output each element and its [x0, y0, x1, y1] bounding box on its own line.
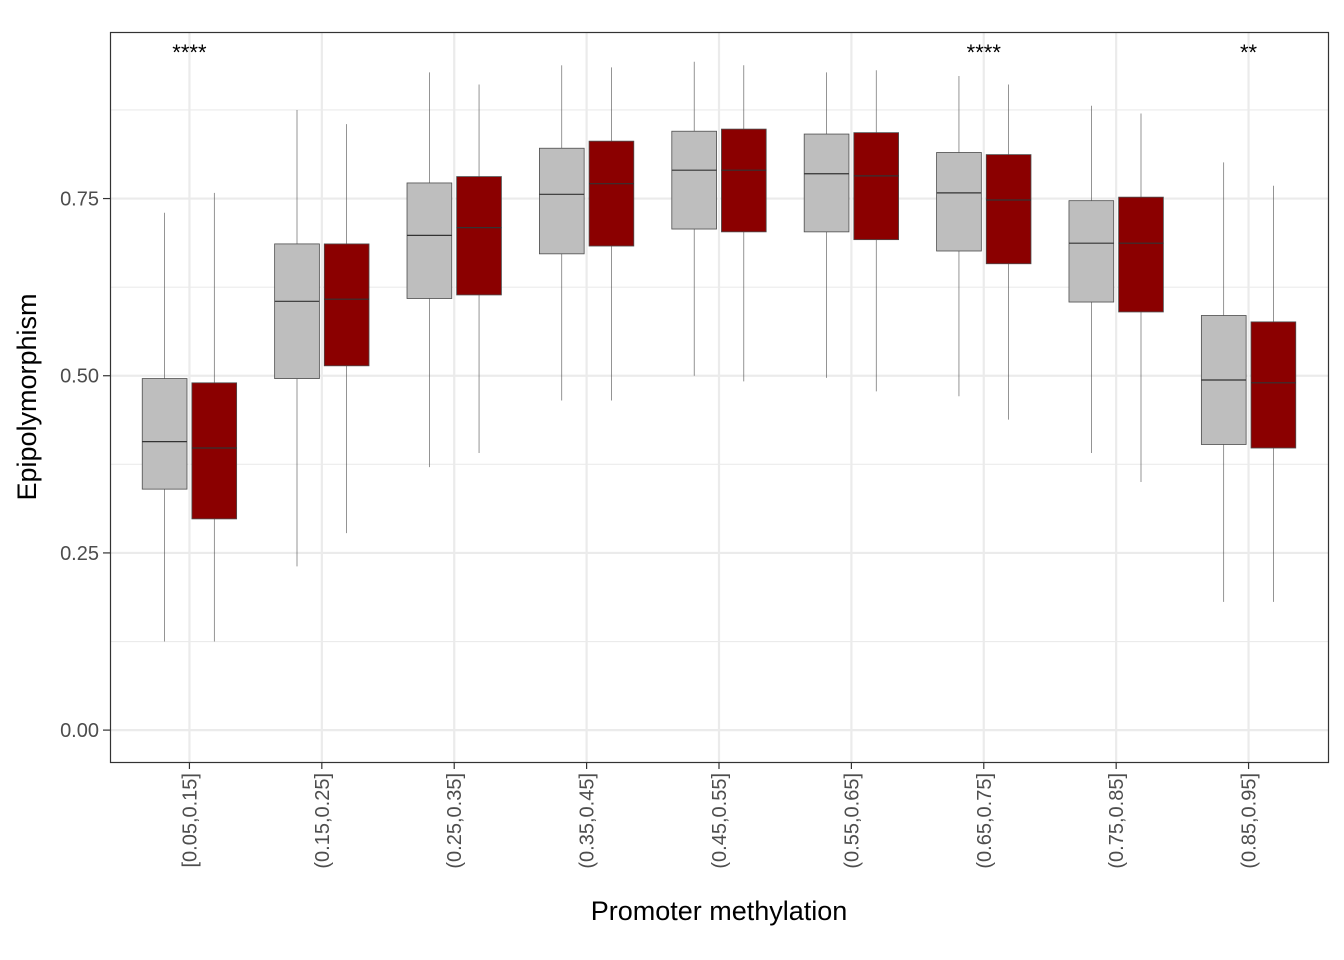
box: [406, 182, 453, 299]
y-axis: 0.00 0.25 0.50 0.75: [60, 189, 110, 742]
box: [721, 128, 767, 233]
box: [323, 243, 370, 367]
y-tick-label: 0.75: [60, 189, 99, 211]
x-tick-label: (0.25,0.35]: [444, 773, 466, 869]
box: [671, 130, 717, 230]
significance-label: ****: [967, 40, 1002, 65]
box: [141, 378, 188, 490]
x-tick-label: (0.45,0.55]: [709, 773, 731, 869]
y-axis-title: Epipolymorphism: [12, 293, 42, 500]
box: [803, 133, 850, 233]
y-tick-label: 0.00: [60, 720, 99, 742]
x-tick-label: (0.75,0.85]: [1106, 773, 1128, 869]
box: [1250, 321, 1297, 449]
box: [985, 154, 1032, 265]
box: [539, 147, 585, 255]
x-tick-label: (0.85,0.95]: [1239, 773, 1261, 869]
x-tick-label: (0.15,0.25]: [312, 773, 334, 869]
significance-label: **: [1240, 40, 1258, 65]
x-tick-label: (0.65,0.75]: [974, 773, 996, 869]
box: [853, 132, 899, 241]
box: [1118, 196, 1164, 313]
x-tick-label: (0.35,0.45]: [577, 773, 599, 869]
box: [588, 140, 635, 247]
x-axis: [0.05,0.15] (0.15,0.25] (0.25,0.35] (0.35,0…: [179, 762, 1261, 869]
significance-label: ****: [172, 40, 207, 65]
significance-annotations: **** **** **: [172, 40, 1257, 65]
boxes-layer: [141, 61, 1297, 642]
box: [274, 243, 320, 379]
x-tick-label: (0.55,0.65]: [841, 773, 863, 869]
y-tick-label: 0.25: [60, 543, 99, 565]
box: [1068, 200, 1115, 303]
box: [936, 152, 982, 252]
x-tick-label: [0.05,0.15]: [179, 773, 201, 868]
y-tick-label: 0.50: [60, 366, 99, 388]
box: [191, 382, 238, 520]
x-axis-title: Promoter methylation: [591, 896, 848, 926]
box: [456, 176, 502, 296]
